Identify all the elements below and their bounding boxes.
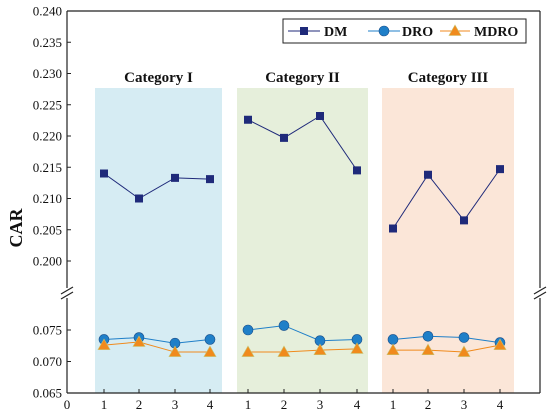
mdro-point [277,345,291,357]
dro-point [458,332,470,343]
mdro-point [457,345,471,357]
category-series-1 [97,169,217,357]
mdro-point [168,345,182,357]
category-series-2 [241,112,364,357]
mdro-line [393,344,501,353]
right-axis-break-mark-2 [533,291,547,300]
dm-point [171,173,179,182]
x-tick-label: 3 [172,397,179,412]
dro-line [392,335,501,344]
x-tick-label: 0 [64,397,71,412]
dro-point [387,334,399,345]
x-tick-label: 4 [354,397,361,412]
x-tick-label: 2 [281,397,288,412]
right-axis-break-gap [534,288,546,298]
dm-point [460,216,468,225]
dro-point [278,320,290,331]
mdro-point [421,343,435,355]
category-bands [95,88,514,393]
x-tick-label: 3 [461,397,468,412]
dm-point [353,166,361,175]
mdro-point [132,335,146,347]
left-axis-break-mark-2 [60,291,74,300]
legend-label-mdro: MDRO [474,25,518,40]
y-tick-label: 0.215 [33,160,62,175]
dro-point [242,324,254,336]
dm-point [389,224,397,233]
dm-line [392,168,501,229]
dm-point [244,115,252,124]
dm-line [247,115,358,171]
legend-label-dm: DM [324,25,347,40]
category-labels: Category I Category II Category III [124,70,488,86]
mdro-point [493,338,507,350]
dm-point [316,112,324,120]
x-tick-label: 4 [207,397,214,412]
mdro-point [241,345,255,357]
y-axis-title: CAR [6,208,26,248]
y-tick-label: 0.235 [33,35,62,50]
mdro-point [97,338,111,350]
y-tick-label: 0.220 [33,129,62,144]
y-tick-label: 0.240 [33,4,62,19]
dro-point [422,330,434,342]
category-band-1 [95,88,222,393]
dm-point [135,194,143,203]
dro-line [103,337,211,344]
x-tick-label: 2 [136,397,143,412]
x-tick-label: 2 [425,397,432,412]
category-label-1: Category I [124,70,193,86]
left-axis-break-gap [61,288,73,298]
y-tick-label: 0.065 [33,386,62,401]
legend: DM DRO MDRO [282,18,527,44]
dm-point [300,27,308,35]
mdro-line [103,341,210,353]
dm-point [496,165,504,174]
mdro-point [386,343,400,355]
mdro-point [448,24,462,36]
axes: 0.200 0.205 0.210 0.215 0.220 0.225 0.230 0.235… [6,4,547,412]
category-band-2 [237,88,368,393]
category-label-3: Category III [408,70,489,86]
dm-point [280,133,288,142]
mdro-point [203,345,217,357]
dro-line [247,325,358,342]
y-tick-label: 0.230 [33,66,62,81]
mdro-line [248,348,358,353]
right-axis-break-mark-1 [533,286,547,295]
dro-point [204,334,216,345]
category-series-3 [386,165,507,357]
left-axis-break-mark-1 [60,286,74,295]
category-label-2: Category II [265,70,340,86]
category-band-3 [382,88,514,393]
y-tick-label: 0.210 [33,191,62,206]
legend-label-dro: DRO [402,25,433,40]
x-tick-label: 4 [497,397,504,412]
y-tick-label: 0.070 [33,354,62,369]
x-tick-label: 3 [317,397,324,412]
y-tick-label: 0.205 [33,222,62,237]
y-tick-label: 0.225 [33,97,62,112]
dm-line [103,173,211,200]
dm-point [424,170,432,179]
y-tick-label: 0.075 [33,323,62,338]
legend-box [282,18,527,44]
dm-point [100,169,108,178]
y-tick-label: 0.200 [33,254,62,269]
mdro-point [313,343,327,355]
dm-point [206,175,214,184]
x-tick-label: 1 [390,397,397,412]
dro-point [378,25,390,37]
x-tick-label: 1 [245,397,252,412]
mdro-point [350,342,364,354]
series-layer [97,112,507,357]
x-tick-label: 1 [101,397,108,412]
